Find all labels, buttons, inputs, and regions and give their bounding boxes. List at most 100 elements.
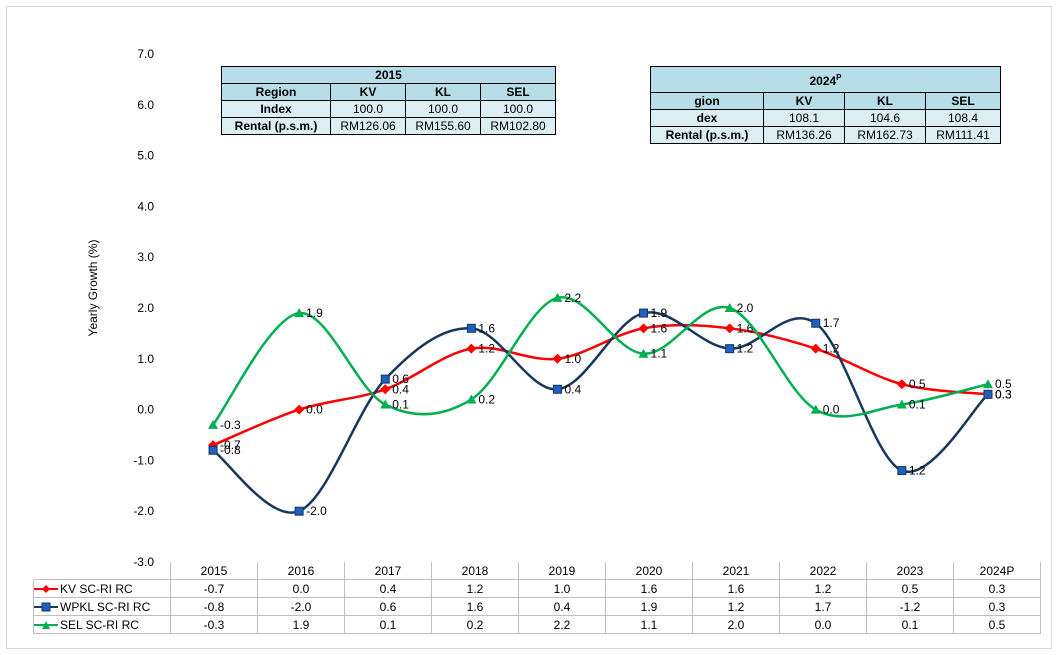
data-table-cell: 1.0 — [518, 579, 606, 598]
data-label-wpkl: -0.8 — [220, 443, 241, 457]
data-table-year: 2015 — [170, 562, 258, 580]
table-2024-header-region: gion — [650, 92, 764, 110]
data-label-sel: 2.0 — [737, 301, 754, 315]
data-point-kv — [724, 323, 735, 334]
table-2024-index-kl: 104.6 — [844, 109, 926, 127]
data-table-legend-sel: SEL SC-RI RC — [33, 615, 171, 634]
data-point-kv — [466, 343, 477, 354]
y-tick-label: 1.0 — [137, 352, 154, 366]
data-label-sel: 1.9 — [306, 306, 323, 320]
data-label-sel: 0.5 — [995, 377, 1012, 391]
table-2015-header-kv: KV — [330, 83, 406, 101]
data-label-kv: 1.6 — [737, 321, 754, 335]
data-label-wpkl: 1.7 — [823, 316, 840, 330]
data-label-wpkl: 1.9 — [651, 306, 668, 320]
y-tick-label: 4.0 — [137, 199, 154, 213]
data-table-year: 2018 — [431, 562, 519, 580]
data-point-sel — [466, 394, 477, 404]
table-2024-header-sel: SEL — [925, 92, 1001, 110]
table-2024-rental-sel: RM111.41 — [925, 126, 1001, 144]
data-table-year: 2021 — [692, 562, 780, 580]
data-table-cell: 1.9 — [257, 615, 345, 634]
data-table-legend-kv: KV SC-RI RC — [33, 579, 171, 598]
data-table-year-row: 2015 2016 2017 2018 2019 2020 2021 2022 … — [34, 562, 1041, 580]
data-point-wpkl — [552, 384, 562, 394]
series-line-sel — [212, 296, 989, 426]
data-label-sel: 0.0 — [823, 403, 840, 417]
data-table-year: 2017 — [344, 562, 432, 580]
data-table-cell: 1.1 — [605, 615, 693, 634]
table-2024-header-kl: KL — [844, 92, 926, 110]
data-table-cell: 1.7 — [779, 597, 867, 616]
data-table-year: 2016 — [257, 562, 345, 580]
data-point-wpkl — [725, 344, 735, 354]
data-label-sel: 0.2 — [478, 392, 495, 406]
data-point-wpkl — [208, 445, 218, 455]
data-table-cell: 0.6 — [344, 597, 432, 616]
data-point-wpkl — [811, 318, 821, 328]
data-point-sel — [294, 308, 305, 318]
data-label-sel: 0.1 — [909, 398, 926, 412]
data-table-cell: 1.2 — [692, 597, 780, 616]
data-label-sel: 0.1 — [392, 398, 409, 412]
table-2024-index-label: dex — [650, 109, 764, 127]
data-point-kv — [552, 353, 563, 364]
data-label-kv: 0.3 — [995, 387, 1012, 401]
data-table-cell: 1.2 — [431, 579, 519, 598]
data-point-wpkl — [897, 466, 907, 476]
table-2024-rental-kv: RM136.26 — [763, 126, 845, 144]
data-point-sel — [724, 303, 735, 312]
data-point-sel — [380, 399, 391, 409]
data-point-sel — [896, 399, 907, 409]
table-2015-rental-label: Rental (p.s.m.) — [221, 117, 331, 135]
data-table-cell: 0.5 — [953, 615, 1041, 634]
data-table-cell: 1.6 — [605, 579, 693, 598]
table-2024-header-kv: KV — [763, 92, 845, 110]
data-table-cell: 0.3 — [953, 597, 1041, 616]
y-tick-label: -3.0 — [133, 555, 154, 569]
data-table-cell: -0.3 — [170, 615, 258, 634]
data-label-kv: 0.0 — [306, 403, 323, 417]
data-table-legend-wpkl: WPKL SC-RI RC — [33, 597, 171, 616]
table-2015-header-kl: KL — [405, 83, 481, 101]
table-2015-index-kv: 100.0 — [330, 100, 406, 118]
table-2015-title: 2015 — [221, 66, 556, 84]
data-point-wpkl — [380, 374, 390, 384]
series-line-kv — [212, 323, 989, 447]
table-2024-index-sel: 108.4 — [925, 109, 1001, 127]
data-label-wpkl: 0.4 — [564, 382, 581, 396]
data-point-sel — [638, 348, 649, 358]
table-2015-header-region: Region — [221, 83, 331, 101]
data-label-kv: 1.6 — [651, 321, 668, 335]
data-label-wpkl: 1.6 — [478, 321, 495, 335]
data-table-cell: 0.5 — [866, 579, 954, 598]
table-2024-rental-label: Rental (p.s.m.) — [650, 126, 764, 144]
chart-data-table: 2015 2016 2017 2018 2019 2020 2021 2022 … — [33, 562, 1041, 634]
data-table-cell: 1.2 — [779, 579, 867, 598]
table-2024-index-kv: 108.1 — [763, 109, 845, 127]
data-label-kv: -0.7 — [220, 438, 241, 452]
data-point-wpkl — [983, 389, 993, 399]
data-table-series-name: WPKL SC-RI RC — [60, 599, 151, 614]
data-label-wpkl: -2.0 — [306, 504, 327, 518]
y-tick-label: 0.0 — [137, 403, 154, 417]
data-table-year: 2023 — [866, 562, 954, 580]
y-tick-label: 6.0 — [137, 98, 154, 112]
legend-kv-key-icon — [34, 585, 58, 594]
data-point-wpkl — [639, 308, 649, 318]
data-point-sel — [208, 419, 219, 429]
data-table-cell: 0.1 — [866, 615, 954, 634]
data-label-kv: 1.0 — [564, 352, 581, 366]
data-table-year: 2020 — [605, 562, 693, 580]
data-table-cell: 1.9 — [605, 597, 693, 616]
data-table-cell: 0.1 — [344, 615, 432, 634]
data-point-sel — [810, 404, 821, 414]
data-point-kv — [380, 384, 391, 395]
y-tick-label: -2.0 — [133, 504, 154, 518]
data-table-cell: -1.2 — [866, 597, 954, 616]
data-table-cell: 2.0 — [692, 615, 780, 634]
data-table-cell: -0.7 — [170, 579, 258, 598]
data-table-row-sel: SEL SC-RI RC -0.3 1.9 0.1 0.2 2.2 1.1 2.… — [33, 615, 1041, 634]
data-table-series-name: KV SC-RI RC — [60, 581, 133, 596]
